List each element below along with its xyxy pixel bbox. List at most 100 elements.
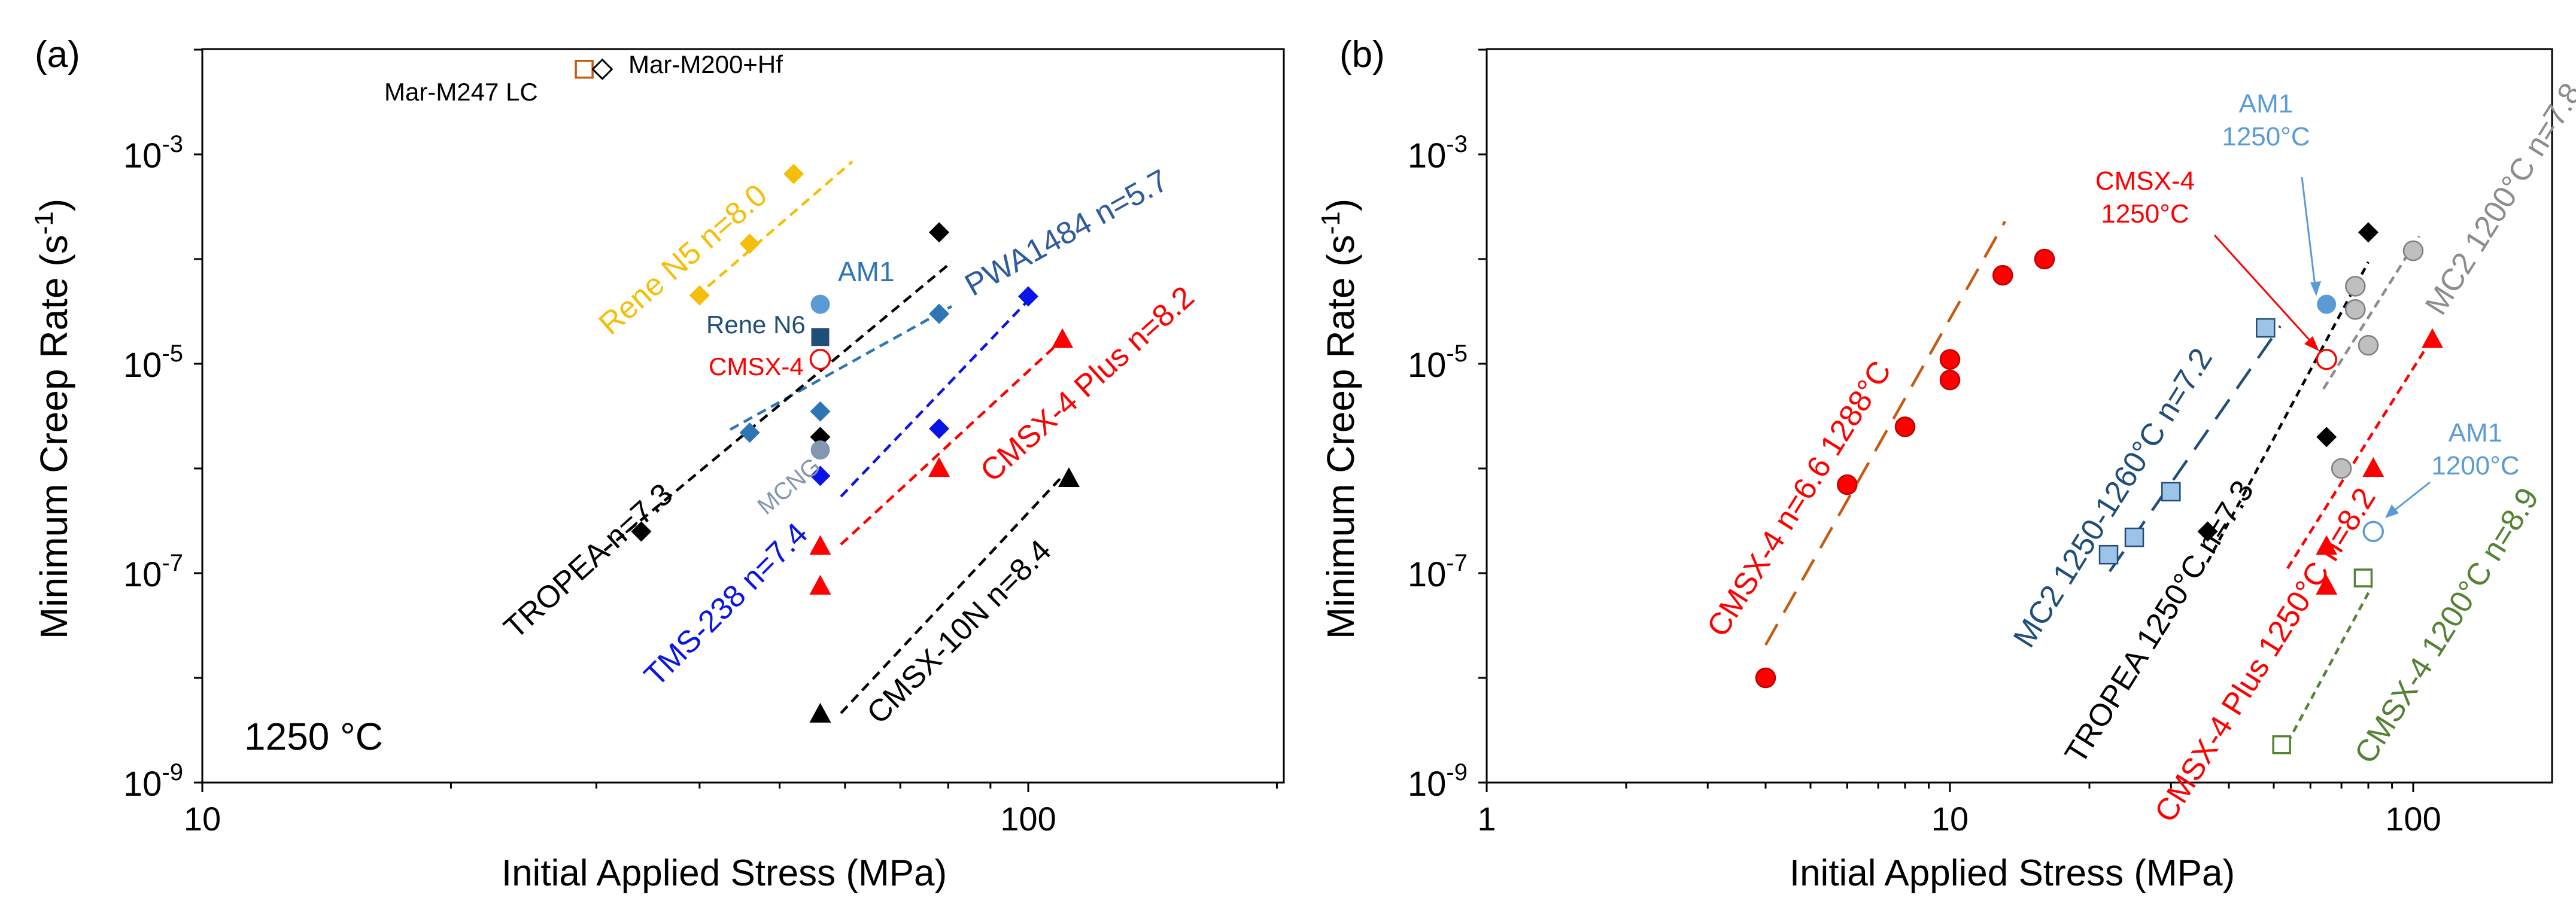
cmsx-4-n-6-6-1288-c-data-point [1837,474,1858,495]
panel-a-y-axis-title: Minimum Creep Rate (s-1) [29,199,75,639]
pwa1484-n-5-7-data-point [810,401,831,422]
cmsx-4-1200-c-n-8-9-data-point [2272,735,2291,754]
mc2-1250-1260-c-n-7-2-data-point [2161,482,2181,502]
panel-a-y-tick-label: 10-3 [123,131,183,175]
panel-a-y-tick-label: 10-5 [123,340,183,385]
cmsx4-plus-b-label: CMSX-4 Plus 1250°C n=8.2 [2148,482,2383,828]
tms-238-n-7-4-data-point [1018,286,1038,307]
panel-b-markers [1755,222,2444,754]
am1-data-point [810,294,830,314]
cmsx-4-n-6-6-1288-c-data-point [2034,248,2055,270]
tropea-1250-c-n-7-3-data-point [2197,521,2218,542]
cmsx-4-n-6-6-1288-c-data-point [1939,369,1961,391]
panel-b-chart: (b) 1 10 100 10-9 10-7 10-5 10-3 Initial… [1316,34,2576,894]
panel-b-y-tick-label: 10-9 [1408,759,1468,804]
panel-a-temperature-annotation: 1250 °C [244,715,383,758]
am1-1250-callout-arrowhead [2310,281,2321,296]
cmsx4-plus-fit-line [840,336,1067,546]
mc2-1250-1260-c-n-7-2-data-point [2256,318,2276,338]
cmsx-4-n-6-6-1288-c-data-point [1755,667,1776,689]
panel-b-x-tick-label: 100 [2385,800,2441,838]
mc2-1200-fit-line [2322,235,2420,390]
tms238-fit-line [840,299,1029,498]
cmsx-4-plus-n-8-2-data-point [928,457,950,477]
panel-a-x-tick-labels: 10 100 [184,800,1056,838]
panel-a-tick-marks [194,48,1278,792]
panel-b-y-tick-label: 10-3 [1408,131,1468,175]
cmsx-4-n-6-6-1288-c-data-point [1992,264,2013,286]
panel-b-fit-lines [1764,220,2434,755]
cmsx4-1250-callout-text-line1: CMSX-4 [2095,166,2195,196]
tropea-fit-line [603,261,953,552]
cmsx-4-plus-n-8-2-data-point [809,535,831,555]
am1-1250-callout-text-line2: 1250°C [2222,122,2310,151]
pwa1484-n-5-7-data-point [739,422,760,443]
rene-n5-fit-line [695,160,853,298]
mc2-1200-c-n-7-8-data-point [2358,334,2379,356]
tms238-label: TMS-238 n=7.4 [637,516,814,693]
mc2-1200-c-n-7-8-data-point [2402,240,2424,261]
mcng-label: MCNG [753,453,826,520]
panel-a-plot-frame [201,48,1285,784]
mc2-1250-1260-c-n-7-2-data-point [2098,544,2119,565]
tropea-n-7-3-data-point [631,521,652,542]
cmsx4-1250-callout-arrow [2213,234,2313,343]
mc2-1250-1260-c-n-7-2-data-point [2124,527,2144,547]
tropea-n-7-3-data-point [929,222,950,243]
cmsx4-label: CMSX-4 [709,352,804,381]
panel-b-y-axis-title: Minimum Creep Rate (s-1) [1316,199,1362,639]
panel-a-x-tick-label: 100 [1000,800,1056,838]
cmsx-4-n-6-6-1288-c-data-point [1939,349,1961,370]
mar-m247lc-label: Mar-M247 LC [384,78,538,106]
panel-a-y-tick-label: 10-9 [123,759,183,804]
tms-238-n-7-4-data-point [929,418,950,439]
panel-a-x-tick-label: 10 [184,800,221,838]
am1-1200-callout-text-line2: 1200°C [2431,451,2519,480]
cmsx-4-plus-n-8-2-data-point [1052,328,1074,348]
cmsx4-plus-b-fit-line [2286,336,2434,570]
panel-b-x-tick-labels: 1 10 100 [1477,800,2441,838]
cmsx-4-plus-1250-c-n-8-2-data-point [2316,574,2338,595]
mc2-1200-c-n-7-8-data-point [2345,276,2366,297]
pwa1484-n-5-7-data-point [929,303,950,324]
cmsx-10n-n-8-4-data-point [809,702,831,723]
rene-n6-data-point [811,328,830,346]
cmsx-4-n-6-6-1288-c-data-point [1894,416,1916,437]
panel-b-plot-frame [1486,48,2553,784]
rene-n5-n-8-0-data-point [739,233,760,254]
tropea-b-fit-line [2206,261,2370,564]
panel-a-fit-lines [603,160,1067,714]
am1-1200-callout-text-line1: AM1 [2449,418,2502,448]
cmsx-4-1200-c-n-8-9-data-point [2353,568,2373,588]
pwa1484-label: PWA1484 n=5.7 [959,163,1174,303]
panel-a-x-axis-title: Initial Applied Stress (MPa) [502,853,947,894]
am1-1250-callout-text-line1: AM1 [2239,89,2293,118]
panel-b-y-tick-labels: 10-9 10-7 10-5 10-3 [1408,131,1468,804]
panel-a-chart: (a) 10 100 10-9 10-7 10-5 10-3 Initial A… [29,34,1285,894]
mc2-1200-c-n-7-8-data-point [2331,458,2352,479]
mar-m200hf-label: Mar-M200+Hf [628,50,783,78]
panel-b-y-tick-label: 10-7 [1408,550,1468,594]
cmsx4-1250-callout-text-line2: 1250°C [2101,199,2189,229]
cmsx4-1200-fit-line [2280,586,2373,755]
am1-1200-callout-arrow [2392,481,2431,513]
panel-b-y-tick-label: 10-5 [1408,340,1468,385]
cmsx-4-plus-1250-c-n-8-2-data-point [2316,535,2338,555]
panel-b-callout-arrows [2213,176,2431,518]
panel-a-y-tick-labels: 10-9 10-7 10-5 10-3 [123,131,183,804]
panel-b-label: (b) [1339,34,1385,75]
cmsx-4-data-point [809,349,831,370]
rene-n5-n-8-0-data-point [689,285,710,306]
pwa1484-fit-line [729,305,953,431]
am1-1250-callout-arrow [2301,176,2316,287]
cmsx10n-fit-line [840,475,1064,714]
cmsx-4-plus-n-8-2-data-point [809,574,831,595]
tms-238-n-7-4-data-point [810,465,831,486]
mcng-data-point [810,440,830,460]
panel-b-tick-marks [1478,48,2414,792]
panel-b-x-axis-title: Initial Applied Stress (MPa) [1790,853,2235,894]
am1-1200-callout-arrowhead [2385,504,2399,518]
cmsx-4-1250-c-data-point [2316,349,2337,370]
